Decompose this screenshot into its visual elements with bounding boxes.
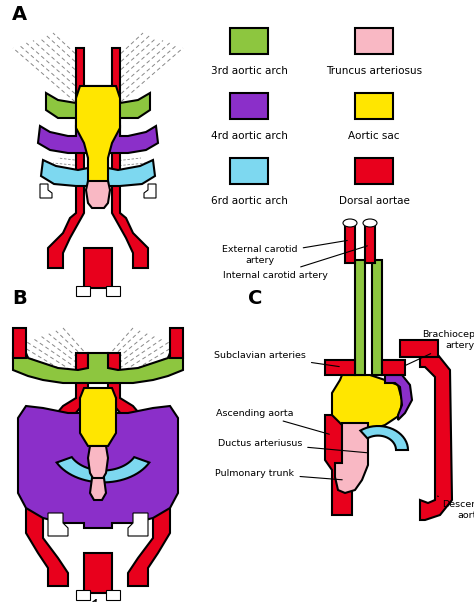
Polygon shape (325, 415, 352, 515)
Text: Descending
aorta: Descending aorta (438, 496, 474, 520)
Polygon shape (13, 353, 183, 383)
Polygon shape (41, 156, 155, 186)
Polygon shape (355, 260, 365, 375)
Polygon shape (112, 48, 148, 268)
Text: Aortic sac: Aortic sac (348, 131, 400, 141)
Polygon shape (40, 184, 52, 198)
Polygon shape (48, 48, 84, 268)
Polygon shape (84, 553, 112, 593)
Text: 6rd aortic arch: 6rd aortic arch (210, 196, 287, 206)
Polygon shape (345, 225, 355, 263)
Text: 7th intersegmental artery: 7th intersegmental artery (29, 600, 147, 602)
Bar (230, 158, 268, 184)
Bar (355, 28, 393, 54)
Polygon shape (57, 457, 149, 482)
Polygon shape (365, 225, 375, 263)
Polygon shape (420, 355, 452, 520)
Polygon shape (76, 86, 120, 183)
Ellipse shape (343, 219, 357, 227)
Polygon shape (18, 398, 178, 528)
Bar (355, 158, 393, 184)
Polygon shape (86, 181, 110, 208)
Text: Subclavian arteries: Subclavian arteries (214, 350, 339, 367)
Polygon shape (13, 328, 26, 358)
Polygon shape (106, 590, 120, 600)
Polygon shape (382, 360, 405, 375)
Text: Truncus arteriosus: Truncus arteriosus (326, 66, 422, 76)
Polygon shape (26, 353, 88, 586)
Ellipse shape (363, 219, 377, 227)
Polygon shape (84, 248, 112, 288)
Text: External carotid
artery: External carotid artery (222, 240, 347, 265)
Polygon shape (128, 513, 148, 536)
Text: Dorsal aortae: Dorsal aortae (338, 196, 410, 206)
Polygon shape (90, 478, 106, 500)
Text: Brachiocephalic
artery: Brachiocephalic artery (404, 330, 474, 366)
Text: 3rd aortic arch: 3rd aortic arch (210, 66, 287, 76)
Polygon shape (325, 360, 355, 375)
Bar (355, 93, 393, 119)
Polygon shape (144, 184, 156, 198)
Polygon shape (80, 388, 116, 446)
Polygon shape (88, 446, 108, 480)
Text: Internal carotid artery: Internal carotid artery (223, 246, 367, 279)
Polygon shape (108, 353, 170, 586)
Text: Ductus arteriusus: Ductus arteriusus (218, 438, 367, 453)
Bar (230, 28, 268, 54)
Text: C: C (248, 288, 263, 308)
Polygon shape (48, 513, 68, 536)
Polygon shape (360, 426, 408, 450)
Bar (230, 93, 268, 119)
Polygon shape (372, 260, 382, 375)
Text: B: B (12, 288, 27, 308)
Text: A: A (12, 4, 27, 23)
Polygon shape (170, 328, 183, 358)
Text: 4rd aortic arch: 4rd aortic arch (210, 131, 287, 141)
Polygon shape (385, 375, 412, 420)
Text: Ascending aorta: Ascending aorta (216, 409, 329, 434)
Polygon shape (106, 286, 120, 296)
Polygon shape (76, 286, 90, 296)
Text: Pulmonary trunk: Pulmonary trunk (216, 468, 342, 480)
Polygon shape (400, 340, 438, 357)
Polygon shape (38, 126, 158, 153)
Polygon shape (335, 423, 368, 493)
Polygon shape (332, 375, 402, 430)
Polygon shape (76, 590, 90, 600)
Polygon shape (46, 86, 150, 118)
